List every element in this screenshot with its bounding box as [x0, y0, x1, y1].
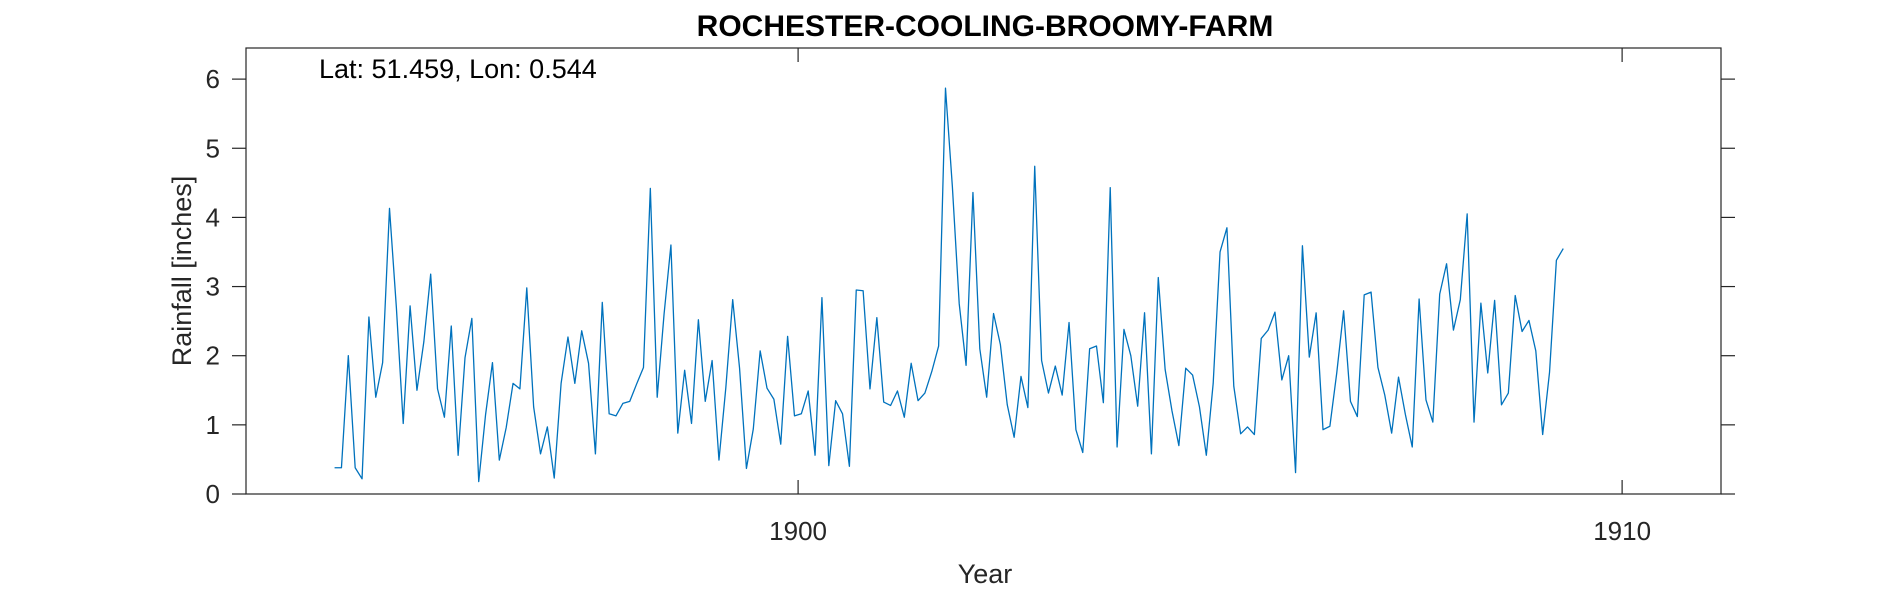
plot-area: [245, 47, 1722, 495]
x-axis: 1900 1910: [769, 48, 1651, 546]
x-tick-label: 1910: [1593, 516, 1651, 546]
y-tick-label: 1: [206, 410, 220, 440]
y-axis: 0 1 2 3 4 5 6: [206, 64, 1735, 509]
y-axis-label: Rainfall [inches]: [167, 176, 197, 367]
y-tick-label: 2: [206, 341, 220, 371]
y-tick-label: 3: [206, 272, 220, 302]
chart-title: ROCHESTER-COOLING-BROOMY-FARM: [697, 10, 1274, 43]
rainfall-series-line: [334, 87, 1564, 483]
y-tick-label: 6: [206, 64, 220, 94]
y-tick-label: 0: [206, 479, 220, 509]
y-tick-label: 5: [206, 133, 220, 163]
y-tick-label: 4: [206, 202, 220, 232]
x-axis-label: Year: [958, 559, 1013, 589]
location-annotation: Lat: 51.459, Lon: 0.544: [319, 54, 597, 84]
series-group: [334, 87, 1564, 483]
x-tick-label: 1900: [769, 516, 827, 546]
